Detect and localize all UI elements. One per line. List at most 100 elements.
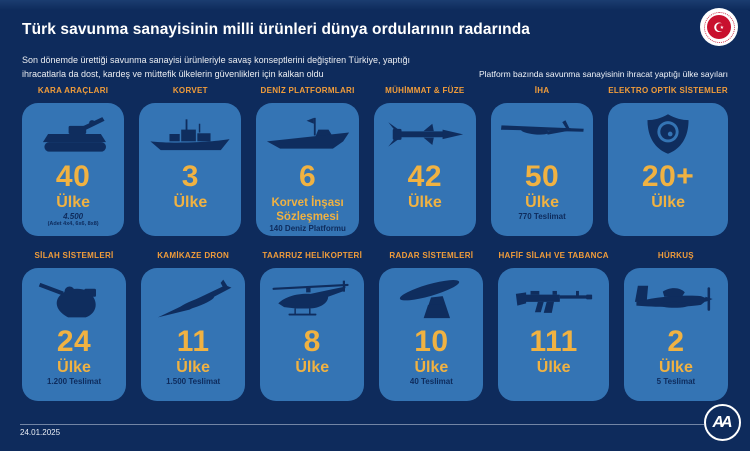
country-count: 42 (407, 160, 443, 193)
category-column: DENİZ PLATFORMLARI 6 Korvet İnşası Sözle… (256, 86, 359, 236)
page-title: Türk savunma sanayisinin milli ürünleri … (22, 21, 530, 38)
electro-optic-icon (612, 109, 724, 159)
footnote-line-1: 770 Teslimat (518, 212, 566, 221)
attack-helicopter-icon (264, 274, 360, 324)
contract-count: 6 (299, 160, 317, 193)
country-count: 24 (56, 325, 92, 358)
footnote-line-1: 5 Teslimat (656, 377, 696, 386)
count-unit: Ülke (173, 194, 208, 211)
count-unit: Ülke (407, 194, 442, 211)
category-card: 40 Ülke 4.500 (Adet 4x4, 6x6, 8x8) (22, 103, 125, 236)
country-count: 2 (667, 325, 685, 358)
country-count: 50 (524, 160, 560, 193)
publication-date: 24.01.2025 (20, 428, 61, 437)
category-title: HÜRKUŞ (657, 251, 694, 260)
category-card: 42 Ülke (373, 103, 476, 236)
category-card: 2 Ülke 5 Teslimat (623, 268, 728, 401)
count-unit: Ülke (57, 359, 91, 376)
count-unit: Ülke (56, 194, 91, 211)
category-column: ELEKTRO OPTİK SİSTEMLER 20+ Ülke (608, 86, 728, 236)
page-subtitle: Son dönemde ürettiği savunma sanayisi ür… (22, 53, 410, 81)
category-title: KAMİKAZE DRON (157, 251, 230, 260)
category-card: 3 Ülke (139, 103, 242, 236)
kamikaze-drone-icon (145, 274, 241, 324)
category-card: 20+ Ülke (608, 103, 728, 236)
category-card: 10 Ülke 40 Teslimat (379, 268, 484, 401)
footer-divider (20, 424, 704, 425)
category-title: SİLAH SİSTEMLERİ (34, 251, 114, 260)
missile-icon (378, 109, 472, 159)
footnote-line-1: 4.500 (63, 212, 84, 221)
weapon-station-icon (26, 274, 122, 324)
category-column: RADAR SİSTEMLERİ 10 Ülke 40 Teslimat (379, 251, 484, 401)
country-count: 10 (414, 325, 449, 358)
category-column: HÜRKUŞ 2 Ülke 5 Teslimat (623, 251, 728, 401)
footnote-line-1: 40 Teslimat (409, 377, 453, 386)
category-card: 50 Ülke 770 Teslimat (490, 103, 594, 236)
aa-monogram: AA (712, 413, 732, 431)
footnote-line-1: 1.200 Teslimat (47, 377, 102, 386)
count-unit: Ülke (176, 359, 211, 376)
category-title: KARA ARAÇLARI (37, 86, 109, 95)
category-column: KARA ARAÇLARI 40 Ülke 4.500 (Adet 4x4, 6… (22, 86, 125, 236)
count-unit: Ülke (659, 359, 693, 376)
subtitle-line-1: Son dönemde ürettiği savunma sanayisi ür… (22, 55, 411, 65)
count-unit: Ülke (525, 194, 559, 211)
rifle-icon (502, 274, 604, 324)
seal-ring (703, 11, 735, 43)
card-footnote: 4.500 (Adet 4x4, 6x6, 8x8) (48, 212, 99, 228)
card-footnote: 770 Teslimat (518, 212, 565, 228)
category-title: KORVET (172, 86, 208, 95)
count-unit: Korvet İnşası Sözleşmesi (271, 197, 344, 223)
category-title: MÜHİMMAT & FÜZE (385, 86, 465, 95)
count-unit: Ülke (414, 359, 449, 376)
category-title: DENİZ PLATFORMLARI (260, 86, 355, 95)
radar-icon (383, 274, 479, 324)
category-card: 8 Ülke (260, 268, 365, 401)
count-unit: Ülke (295, 359, 330, 376)
card-footnote: 5 Teslimat (657, 377, 696, 393)
legend-note: Platform bazında savunma sanayisinin ihr… (479, 69, 728, 79)
anadolu-agency-logo-icon: AA (704, 404, 741, 441)
category-column: KAMİKAZE DRON 11 Ülke 1.500 Teslimat (141, 251, 246, 401)
category-card: 24 Ülke 1.200 Teslimat (22, 268, 127, 401)
category-title: RADAR SİSTEMLERİ (389, 251, 474, 260)
category-column: KORVET 3 Ülke (139, 86, 242, 236)
country-count: 111 (529, 325, 578, 358)
category-column: SİLAH SİSTEMLERİ 24 Ülke 1.200 Teslimat (22, 251, 127, 401)
subtitle-line-2: ihracatlarla da dost, kardeş ve müttefik… (22, 69, 324, 79)
footnote-line-1: 1.500 Teslimat (166, 377, 221, 386)
card-row-2: SİLAH SİSTEMLERİ 24 Ülke 1.200 Teslimat … (22, 251, 728, 401)
naval-platform-icon (260, 109, 354, 159)
category-card: 6 Korvet İnşası Sözleşmesi 140 Deniz Pla… (256, 103, 359, 236)
category-card: 111 Ülke (498, 268, 609, 401)
count-unit: Ülke (651, 194, 685, 211)
country-count: 20+ (641, 160, 695, 193)
card-footnote: 1.500 Teslimat (166, 377, 220, 393)
warship-icon (143, 109, 237, 159)
tank-icon (26, 109, 120, 159)
footnote-line-2: (Adet 4x4, 6x6, 8x8) (47, 221, 99, 227)
category-title: HAFİF SİLAH VE TABANCA (498, 251, 609, 260)
country-count: 11 (176, 325, 210, 358)
card-row-1: KARA ARAÇLARI 40 Ülke 4.500 (Adet 4x4, 6… (22, 86, 728, 236)
category-title: ELEKTRO OPTİK SİSTEMLER (608, 86, 728, 95)
category-column: İHA 50 Ülke 770 Teslimat (490, 86, 594, 236)
count-unit: Ülke (536, 359, 571, 376)
country-count: 40 (55, 160, 91, 193)
category-column: TAARRUZ HELİKOPTERİ 8 Ülke (260, 251, 365, 401)
hurkus-plane-icon (628, 274, 724, 324)
card-footnote: 1.200 Teslimat (47, 377, 101, 393)
country-count: 8 (303, 325, 321, 358)
defense-industry-agency-seal: ☪ (700, 8, 738, 46)
card-footnote: 40 Teslimat (410, 377, 453, 393)
uav-icon (495, 109, 589, 159)
footnote-line-1: 140 Deniz Platformu (269, 224, 346, 233)
category-title: TAARRUZ HELİKOPTERİ (262, 251, 363, 260)
category-card: 11 Ülke 1.500 Teslimat (141, 268, 246, 401)
category-column: HAFİF SİLAH VE TABANCA 111 Ülke (498, 251, 609, 401)
country-count: 3 (181, 160, 199, 193)
category-column: MÜHİMMAT & FÜZE 42 Ülke (373, 86, 476, 236)
category-title: İHA (534, 86, 550, 95)
card-footnote: 140 Deniz Platformu (269, 224, 345, 240)
